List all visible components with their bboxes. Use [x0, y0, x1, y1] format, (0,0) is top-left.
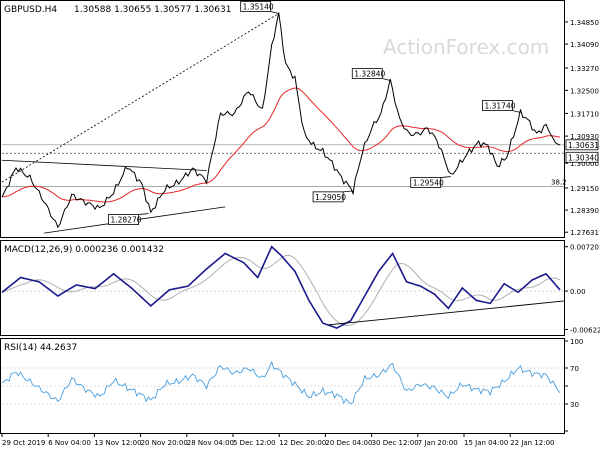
price-y-tick-label: 1.32500	[570, 87, 599, 95]
rsi-y-tick-label: 30	[570, 401, 579, 409]
macd-y-tick-label: -0.006229	[570, 326, 600, 334]
rsi-title: RSI(14) 44.2637	[4, 343, 77, 353]
fib-label: 38.2	[551, 178, 567, 186]
x-tick-label: 7 Jan 20:00	[418, 439, 458, 447]
rsi-y-tick-label: 70	[570, 365, 579, 373]
x-tick-label: 15 Jan 04:00	[464, 439, 508, 447]
price-y-tick-label: 1.27631	[570, 229, 599, 237]
x-tick-label: 5 Dec 12:00	[233, 439, 276, 447]
annotation-label: 1.28270	[110, 216, 141, 225]
annotation-box	[312, 191, 344, 203]
annotation-leader	[512, 110, 521, 113]
x-tick-label: 20 Nov 20:00	[141, 439, 188, 447]
annotation-leader	[440, 176, 451, 178]
triangle-upper-line	[1, 159, 207, 171]
macd-signal-line	[1, 254, 561, 326]
price-y-tick-label: 1.34090	[570, 41, 599, 49]
annotation-box	[240, 1, 272, 12]
price-y-tick-label: 1.28390	[570, 207, 599, 215]
annotation-label: 1.30340	[568, 153, 599, 162]
price-y-tick-label: 1.30000	[570, 160, 599, 168]
price-y-tick-label: 1.31710	[570, 110, 599, 118]
annotation-label: 1.32840	[354, 69, 385, 78]
annotation-leader	[270, 11, 279, 14]
price-panel-frame	[0, 0, 565, 238]
x-tick-label: 13 Nov 12:00	[94, 439, 141, 447]
annotation-box	[482, 100, 513, 111]
annotation-label: 1.35140	[243, 2, 274, 11]
x-tick-label: 28 Nov 04:00	[187, 439, 234, 447]
x-tick-label: 29 Oct 2019	[2, 439, 45, 447]
x-tick-label: 22 Jan 12:00	[510, 439, 554, 447]
ohlc-readout: 1.30588 1.30655 1.30577 1.30631	[74, 5, 231, 15]
annotation-box	[565, 151, 599, 163]
macd-y-tick-label: 0.00	[570, 288, 586, 296]
price-line	[1, 12, 561, 229]
macd-line	[1, 245, 561, 329]
annotation-box	[565, 139, 599, 151]
watermark: ActionForex.com	[383, 35, 549, 59]
x-tick-label: 12 Dec 20:00	[279, 439, 326, 447]
annotation-label: 1.29050	[315, 193, 346, 202]
annotation-box	[410, 177, 442, 188]
annotation-box	[108, 214, 139, 225]
price-y-tick-label: 1.34850	[570, 19, 599, 27]
annotation-label: 1.30631	[568, 141, 599, 150]
x-tick-label: 6 Nov 04:00	[48, 439, 91, 447]
annotation-leader	[138, 213, 149, 215]
macd-title: MACD(12,26,9) 0.000236 0.001432	[4, 245, 164, 255]
ema-line	[1, 87, 561, 203]
price-y-tick-label: 1.33270	[570, 65, 599, 73]
macd-y-tick-label: 0.007201	[570, 244, 600, 252]
rsi-y-tick-label: 100	[570, 338, 583, 346]
macd-panel-frame	[0, 240, 565, 336]
annotation-leader	[343, 190, 354, 193]
annotation-label: 1.29540	[413, 179, 444, 188]
symbol-label: GBPUSD.H4	[4, 5, 57, 15]
annotation-label: 1.31740	[484, 102, 515, 111]
rsi-line	[1, 360, 561, 405]
price-y-tick-label: 1.30930	[570, 133, 599, 141]
x-tick-label: 30 Dec 12:00	[372, 439, 419, 447]
annotation-box	[351, 68, 383, 79]
annotation-leader	[382, 78, 391, 81]
x-tick-label: 20 Dec 04:00	[325, 439, 372, 447]
price-y-tick-label: 1.29150	[570, 185, 599, 193]
macd-trendline	[327, 300, 565, 326]
